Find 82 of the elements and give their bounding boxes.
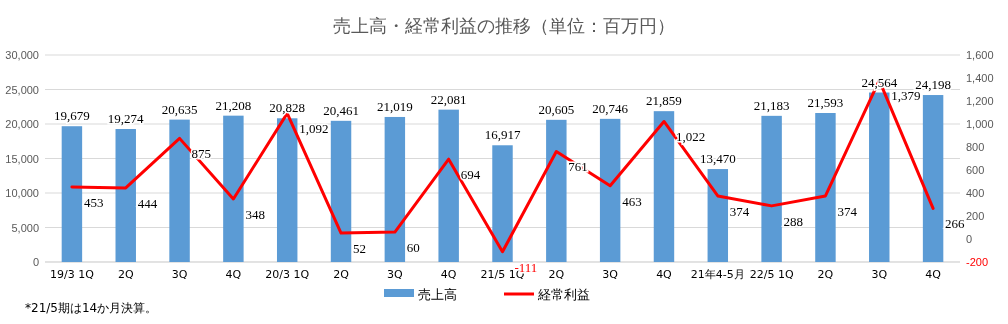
data-label: 20,461 bbox=[323, 102, 359, 118]
data-label: 288 bbox=[783, 213, 804, 229]
data-label: 16,917 bbox=[484, 127, 521, 143]
x-tick-label: 20/3 1Q bbox=[265, 268, 310, 281]
y-tick-label: 30,000 bbox=[5, 49, 39, 61]
y2-tick-label: 1,400 bbox=[966, 72, 994, 84]
data-label: 21,183 bbox=[753, 97, 790, 113]
data-label: 266 bbox=[945, 216, 966, 232]
data-label: 19,679 bbox=[54, 108, 90, 124]
data-label: 1,022 bbox=[675, 129, 706, 145]
x-tick-label: 2Q bbox=[333, 268, 350, 281]
x-tick-label: 4Q bbox=[225, 268, 242, 281]
legend-label: 売上高 bbox=[418, 287, 457, 302]
bar bbox=[922, 95, 944, 262]
x-tick-label: 21年4-5月 bbox=[690, 268, 745, 281]
data-label: 20,635 bbox=[161, 101, 198, 117]
data-label: 374 bbox=[729, 203, 750, 219]
text: *21/5期は14か月決算。 bbox=[25, 301, 158, 315]
y-tick-label: 10,000 bbox=[5, 187, 39, 199]
y2-tick-label: 1,200 bbox=[966, 95, 994, 107]
data-label: 21,859 bbox=[646, 93, 682, 109]
data-label: 374 bbox=[837, 203, 858, 219]
x-tick-label: 2Q bbox=[548, 268, 565, 281]
y-tick-label: 0 bbox=[32, 256, 39, 268]
x-tick-label: 4Q bbox=[656, 268, 673, 281]
bar bbox=[276, 118, 298, 262]
x-tick-label: 3Q bbox=[602, 268, 619, 281]
x-tick-label: 4Q bbox=[440, 268, 457, 281]
data-label: 20,605 bbox=[538, 101, 575, 117]
bar bbox=[61, 126, 83, 262]
data-label: 1,092 bbox=[299, 121, 329, 137]
x-tick-label: 3Q bbox=[387, 268, 404, 281]
bar bbox=[438, 109, 459, 262]
data-label: 348 bbox=[245, 206, 265, 222]
x-tick-label: 2Q bbox=[817, 268, 834, 281]
y-tick-label: 15,000 bbox=[5, 152, 39, 165]
data-label: 453 bbox=[83, 194, 104, 210]
bar bbox=[653, 111, 675, 262]
data-label: 694 bbox=[460, 167, 481, 183]
x-tick-label: 4Q bbox=[925, 268, 942, 281]
bar bbox=[384, 116, 406, 262]
data-label: 21,208 bbox=[215, 97, 252, 113]
y2-tick-label: 800 bbox=[966, 141, 985, 153]
bar bbox=[492, 145, 513, 262]
data-label: 20,746 bbox=[592, 100, 629, 116]
y2-tick-label: 200 bbox=[966, 210, 985, 222]
bar bbox=[599, 118, 621, 262]
data-label: 13,470 bbox=[699, 151, 736, 167]
data-label: 463 bbox=[622, 193, 642, 209]
y2-tick-label: -200 bbox=[966, 256, 989, 268]
bar bbox=[761, 115, 782, 262]
data-label: 22,081 bbox=[430, 91, 467, 107]
bar bbox=[546, 119, 567, 262]
y2-tick-label: 1,000 bbox=[966, 118, 994, 130]
bar bbox=[330, 120, 352, 262]
y2-tick-label: 600 bbox=[966, 164, 985, 176]
y-tick-label: 20,000 bbox=[5, 118, 39, 130]
bar bbox=[869, 92, 890, 262]
x-tick-label: 3Q bbox=[871, 268, 888, 281]
y-tick-label: 25,000 bbox=[5, 83, 39, 96]
x-tick-label: 3Q bbox=[171, 268, 188, 281]
data-label: 52 bbox=[353, 241, 367, 257]
y2-tick-label: 0 bbox=[966, 233, 973, 245]
data-label: 21,593 bbox=[807, 95, 844, 111]
data-label: 21,019 bbox=[376, 98, 413, 114]
x-tick-label: 22/5 1Q bbox=[749, 268, 794, 281]
x-tick-label: 2Q bbox=[117, 268, 134, 281]
bar bbox=[815, 113, 836, 262]
bar bbox=[223, 115, 244, 262]
data-label: 20,828 bbox=[269, 100, 306, 116]
y-tick-label: 5,000 bbox=[11, 221, 39, 234]
bar bbox=[169, 119, 190, 262]
data-label: 60 bbox=[406, 240, 420, 256]
y2-tick-label: 1,600 bbox=[966, 49, 994, 61]
legend-label: 経常利益 bbox=[537, 287, 590, 302]
bar bbox=[707, 169, 729, 262]
data-label: 19,274 bbox=[107, 111, 145, 127]
chart-title: 売上高・経常利益の推移（単位：百万円） bbox=[333, 15, 675, 36]
data-label: 444 bbox=[137, 195, 158, 211]
y2-tick-label: 400 bbox=[966, 187, 985, 199]
bar bbox=[115, 129, 136, 262]
x-tick-label: 19/3 1Q bbox=[49, 268, 95, 281]
